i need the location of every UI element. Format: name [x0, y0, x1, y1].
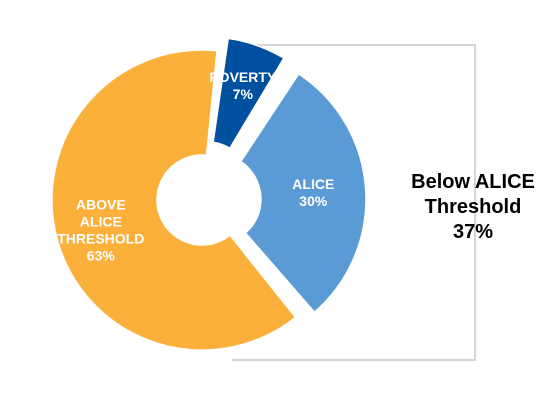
slices-group: [51, 37, 367, 351]
slice-value-alice: 30%: [299, 193, 328, 209]
slice-value-above-alice-threshold: 63%: [87, 247, 116, 263]
slice-above-alice-threshold: [51, 49, 297, 351]
group-label-line-1: Below ALICE: [411, 171, 535, 193]
slice-label-above-alice-threshold: ALICE: [80, 213, 122, 229]
below-alice-bracket: [232, 44, 476, 361]
slice-value-poverty: 7%: [233, 86, 254, 102]
slice-alice: [239, 72, 367, 314]
slice-label-alice: ALICE: [292, 176, 334, 192]
slice-label-above-alice-threshold: THRESHOLD: [57, 230, 144, 246]
slice-label-poverty: POVERTY: [209, 69, 277, 85]
group-label-line-2: Threshold: [425, 196, 522, 218]
slice-label-above-alice-threshold: ABOVE: [76, 196, 126, 212]
group-value: 37%: [453, 221, 493, 243]
slice-poverty: [212, 37, 285, 150]
